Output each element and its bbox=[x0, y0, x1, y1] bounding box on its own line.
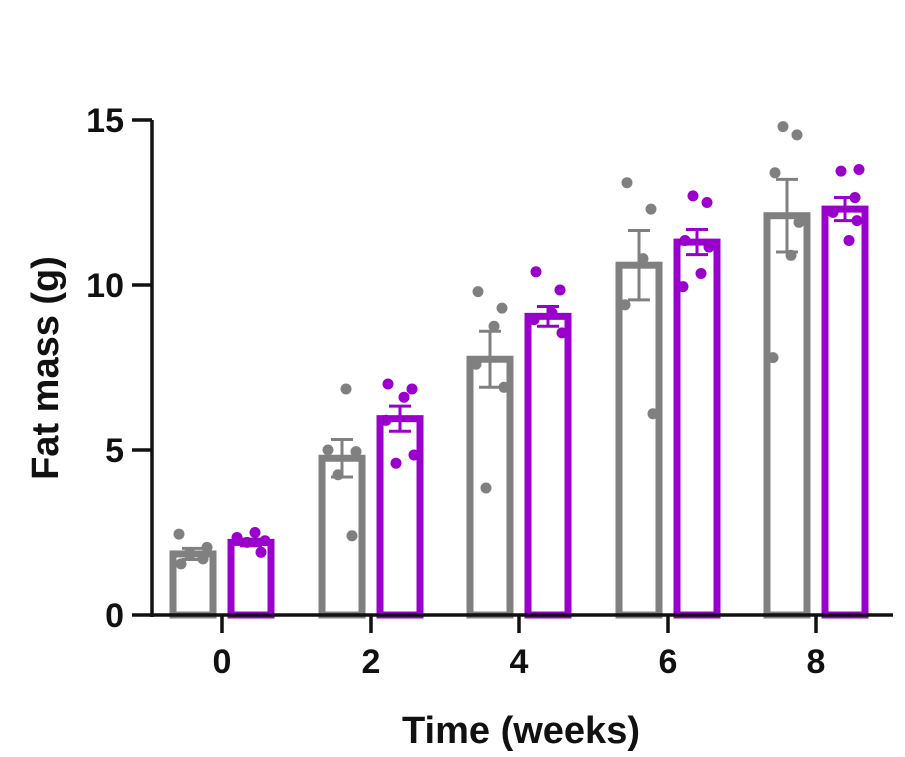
data-point-series1-week-0 bbox=[197, 553, 209, 565]
data-point-series1-week-2 bbox=[350, 446, 362, 458]
y-tick-label: 15 bbox=[86, 102, 124, 140]
bar-series2-week-6 bbox=[673, 238, 721, 619]
data-point-series2-week-0 bbox=[231, 531, 243, 543]
data-point-series1-week-4 bbox=[496, 302, 508, 314]
error-bar-series2-week-6 bbox=[686, 228, 708, 257]
data-point-series2-week-0 bbox=[249, 527, 261, 538]
data-point-series1-week-0 bbox=[175, 558, 187, 570]
error-bar-series1-week-4 bbox=[479, 329, 501, 389]
data-point-series2-week-8 bbox=[851, 215, 863, 227]
x-tick-label: 6 bbox=[659, 643, 678, 681]
data-point-series2-week-2 bbox=[398, 391, 410, 403]
data-point-series1-week-8 bbox=[791, 129, 803, 141]
data-point-series2-week-6 bbox=[695, 267, 707, 279]
data-point-series1-week-0 bbox=[173, 528, 185, 540]
data-point-series1-week-2 bbox=[346, 530, 358, 542]
axes-layer: 0 5 10 15 0 2 4 6 8 bbox=[86, 102, 893, 681]
y-tick-label: 0 bbox=[105, 597, 124, 635]
data-point-series2-week-0 bbox=[259, 535, 271, 547]
data-point-series1-week-8 bbox=[777, 121, 789, 133]
data-point-series1-week-4 bbox=[498, 381, 510, 393]
data-point-series2-week-6 bbox=[703, 241, 715, 253]
data-point-series1-week-8 bbox=[769, 167, 781, 179]
data-point-series2-week-8 bbox=[853, 164, 865, 175]
data-point-series1-week-2 bbox=[332, 469, 344, 481]
data-point-series2-week-4 bbox=[554, 284, 566, 296]
data-point-series2-week-6 bbox=[677, 281, 689, 293]
data-point-series1-week-6 bbox=[619, 299, 631, 311]
data-point-series1-week-4 bbox=[480, 482, 492, 494]
data-point-series2-week-4 bbox=[546, 307, 558, 319]
data-point-series2-week-8 bbox=[849, 192, 861, 204]
data-point-series2-week-4 bbox=[528, 314, 540, 326]
data-point-series2-week-2 bbox=[390, 457, 402, 469]
data-point-series1-week-6 bbox=[637, 253, 649, 265]
data-point-series2-week-2 bbox=[380, 414, 392, 426]
data-point-series2-week-0 bbox=[255, 546, 267, 558]
data-point-series1-week-8 bbox=[785, 249, 797, 261]
bar-series2-week-4 bbox=[524, 312, 572, 619]
x-tick-label: 8 bbox=[807, 643, 826, 681]
data-point-series1-week-0 bbox=[183, 548, 195, 560]
bar-series1-week-8 bbox=[763, 212, 811, 619]
data-point-series1-week-2 bbox=[322, 444, 334, 456]
data-point-series1-week-8 bbox=[767, 352, 779, 364]
data-point-series1-week-6 bbox=[647, 408, 659, 420]
bar-series2-week-2 bbox=[376, 415, 424, 619]
data-point-series2-week-8 bbox=[843, 234, 855, 246]
y-tick-label: 5 bbox=[105, 432, 124, 470]
y-axis-title: Fat mass (g) bbox=[25, 256, 67, 480]
data-point-series1-week-6 bbox=[645, 203, 657, 215]
x-tick-label: 2 bbox=[362, 643, 381, 681]
data-point-series2-week-4 bbox=[556, 327, 568, 339]
data-point-series1-week-4 bbox=[488, 320, 500, 332]
data-point-series1-week-4 bbox=[470, 358, 482, 370]
x-tick-label: 0 bbox=[213, 643, 232, 681]
data-point-series2-week-6 bbox=[701, 197, 713, 208]
data-point-series2-week-2 bbox=[406, 383, 418, 395]
error-bar-series2-week-2 bbox=[389, 404, 411, 433]
bars-layer bbox=[169, 177, 869, 619]
data-point-series2-week-8 bbox=[835, 165, 847, 177]
x-axis-title: Time (weeks) bbox=[402, 710, 640, 752]
data-point-series1-week-0 bbox=[201, 541, 213, 553]
data-point-series1-week-2 bbox=[340, 383, 352, 395]
bar-series1-week-6 bbox=[615, 261, 663, 619]
data-point-series2-week-6 bbox=[679, 234, 691, 246]
points-layer bbox=[173, 121, 865, 570]
bar-series2-week-8 bbox=[821, 205, 869, 619]
error-bar-series1-week-6 bbox=[628, 229, 650, 302]
data-point-series2-week-6 bbox=[687, 190, 699, 202]
data-point-series2-week-0 bbox=[241, 536, 253, 548]
data-point-series1-week-6 bbox=[621, 177, 633, 189]
x-tick-label: 4 bbox=[510, 643, 529, 681]
y-tick-label: 10 bbox=[86, 267, 124, 305]
data-point-series1-week-4 bbox=[472, 286, 484, 298]
data-point-series2-week-2 bbox=[382, 378, 394, 390]
data-point-series2-week-4 bbox=[530, 266, 542, 278]
data-point-series2-week-2 bbox=[408, 449, 420, 461]
data-point-series1-week-8 bbox=[793, 216, 805, 228]
data-point-series2-week-8 bbox=[827, 206, 839, 218]
